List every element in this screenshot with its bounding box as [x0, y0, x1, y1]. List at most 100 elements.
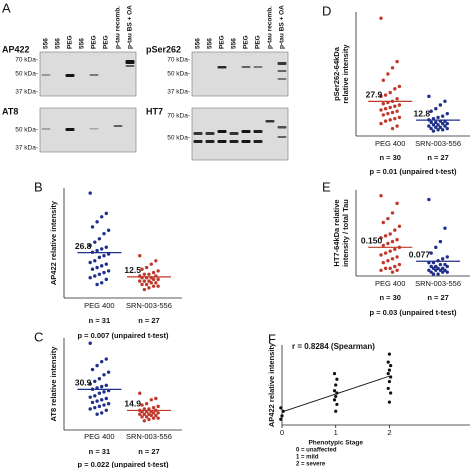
- category-label: PEG 400: [84, 432, 114, 441]
- data-point: [104, 245, 109, 249]
- data-point: [379, 253, 383, 257]
- data-point: [140, 267, 144, 271]
- data-point: [142, 412, 147, 416]
- data-point: [104, 396, 109, 401]
- data-point: [88, 382, 92, 386]
- data-point: [440, 257, 445, 261]
- data-point: [427, 197, 431, 202]
- data-point: [334, 383, 338, 387]
- blot-band: [89, 74, 99, 76]
- blot-image: [191, 51, 289, 97]
- data-point: [379, 121, 383, 126]
- data-point: [279, 417, 283, 421]
- data-point: [443, 99, 447, 103]
- data-point: [440, 266, 445, 271]
- lane-label: PEG: [91, 35, 98, 49]
- data-point: [443, 124, 447, 128]
- lane-label: PEG: [243, 35, 250, 49]
- data-point: [438, 103, 443, 107]
- data-point: [393, 87, 397, 91]
- stat-label: p = 0.01 (unpaired t-test): [370, 167, 457, 176]
- data-point: [93, 274, 97, 278]
- lane-label: 556: [231, 38, 238, 49]
- blot-name: HT7: [146, 106, 163, 116]
- blot-band: [125, 65, 135, 67]
- blot-band: [205, 132, 215, 135]
- panel-letter: C: [34, 329, 43, 344]
- data-point: [147, 286, 151, 290]
- category-label: PEG 400: [84, 301, 114, 310]
- y-axis-label: pSer262-64kDa: [332, 46, 341, 101]
- data-point: [383, 107, 388, 111]
- data-point: [147, 272, 151, 277]
- data-point: [106, 370, 111, 374]
- data-point: [151, 270, 156, 275]
- mean-label: 14.9: [124, 399, 141, 409]
- data-point: [390, 239, 395, 244]
- blot-band: [265, 120, 275, 123]
- data-point: [104, 262, 109, 266]
- data-point: [142, 287, 147, 292]
- data-point: [102, 390, 106, 394]
- data-point: [383, 119, 388, 123]
- legend-note: 2 = severe: [296, 462, 326, 468]
- data-point: [395, 201, 399, 206]
- data-point: [383, 251, 388, 255]
- data-point: [144, 402, 149, 406]
- data-point: [149, 262, 153, 266]
- data-point: [156, 269, 160, 273]
- data-point: [431, 123, 436, 127]
- blot-band: [229, 132, 239, 135]
- lane-label: p-tau BS + OA: [279, 5, 286, 49]
- blot-band: [277, 70, 287, 72]
- y-axis-label: AP422 relative intensity: [49, 200, 58, 285]
- data-point: [386, 72, 390, 76]
- category-label: SRN-003-556: [126, 432, 172, 441]
- data-point: [140, 415, 144, 419]
- data-point: [138, 253, 142, 258]
- lane-label: p-tau BS + OA: [127, 5, 134, 49]
- data-point: [90, 267, 95, 271]
- data-point: [397, 262, 402, 267]
- data-point: [144, 415, 149, 419]
- blot-band: [277, 126, 287, 129]
- data-point: [434, 245, 438, 250]
- lane-label: PEG: [219, 35, 226, 49]
- data-point: [95, 412, 99, 416]
- n-label: n = 30: [379, 293, 400, 302]
- data-point: [88, 275, 92, 280]
- lane-label: PEG: [67, 35, 74, 49]
- data-point: [95, 399, 99, 403]
- data-point: [386, 371, 390, 376]
- blot-band: [125, 60, 135, 64]
- data-point: [436, 123, 440, 127]
- blot-name: pSer262: [146, 44, 181, 54]
- mean-label: 12.5: [124, 265, 141, 275]
- data-point: [427, 268, 431, 272]
- category-label: SRN-003-556: [126, 301, 172, 310]
- data-point: [102, 403, 106, 407]
- x-axis-label: Phenotypic Stage: [308, 440, 363, 447]
- data-point: [445, 126, 449, 131]
- data-point: [106, 269, 111, 273]
- data-point: [387, 368, 392, 372]
- kda-marker: 50 kDa-: [15, 127, 38, 134]
- data-point: [90, 225, 95, 229]
- data-point: [379, 94, 383, 99]
- data-point: [334, 394, 338, 399]
- data-point: [88, 407, 92, 411]
- data-point: [154, 413, 158, 418]
- data-point: [438, 125, 443, 130]
- y-axis-label: HT7-64kDa relative: [332, 199, 341, 266]
- blot-band: [217, 66, 227, 69]
- data-point: [138, 391, 142, 395]
- data-point: [88, 243, 92, 248]
- data-point: [106, 228, 111, 233]
- data-point: [88, 260, 92, 265]
- data-point: [100, 247, 104, 251]
- data-point: [431, 116, 436, 121]
- kda-marker: 37 kDa-: [167, 89, 190, 96]
- panel-letter: A: [2, 0, 11, 15]
- data-point: [434, 120, 438, 125]
- data-point: [381, 78, 385, 82]
